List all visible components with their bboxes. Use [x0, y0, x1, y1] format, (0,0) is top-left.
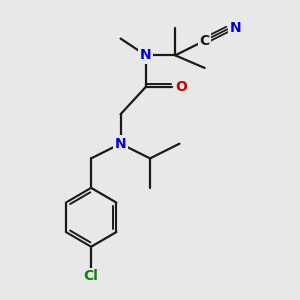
Text: N: N	[140, 48, 152, 62]
Text: O: O	[175, 80, 187, 94]
Text: N: N	[230, 21, 242, 35]
Text: C: C	[200, 34, 210, 48]
Text: Cl: Cl	[84, 269, 98, 283]
Text: N: N	[115, 137, 126, 151]
